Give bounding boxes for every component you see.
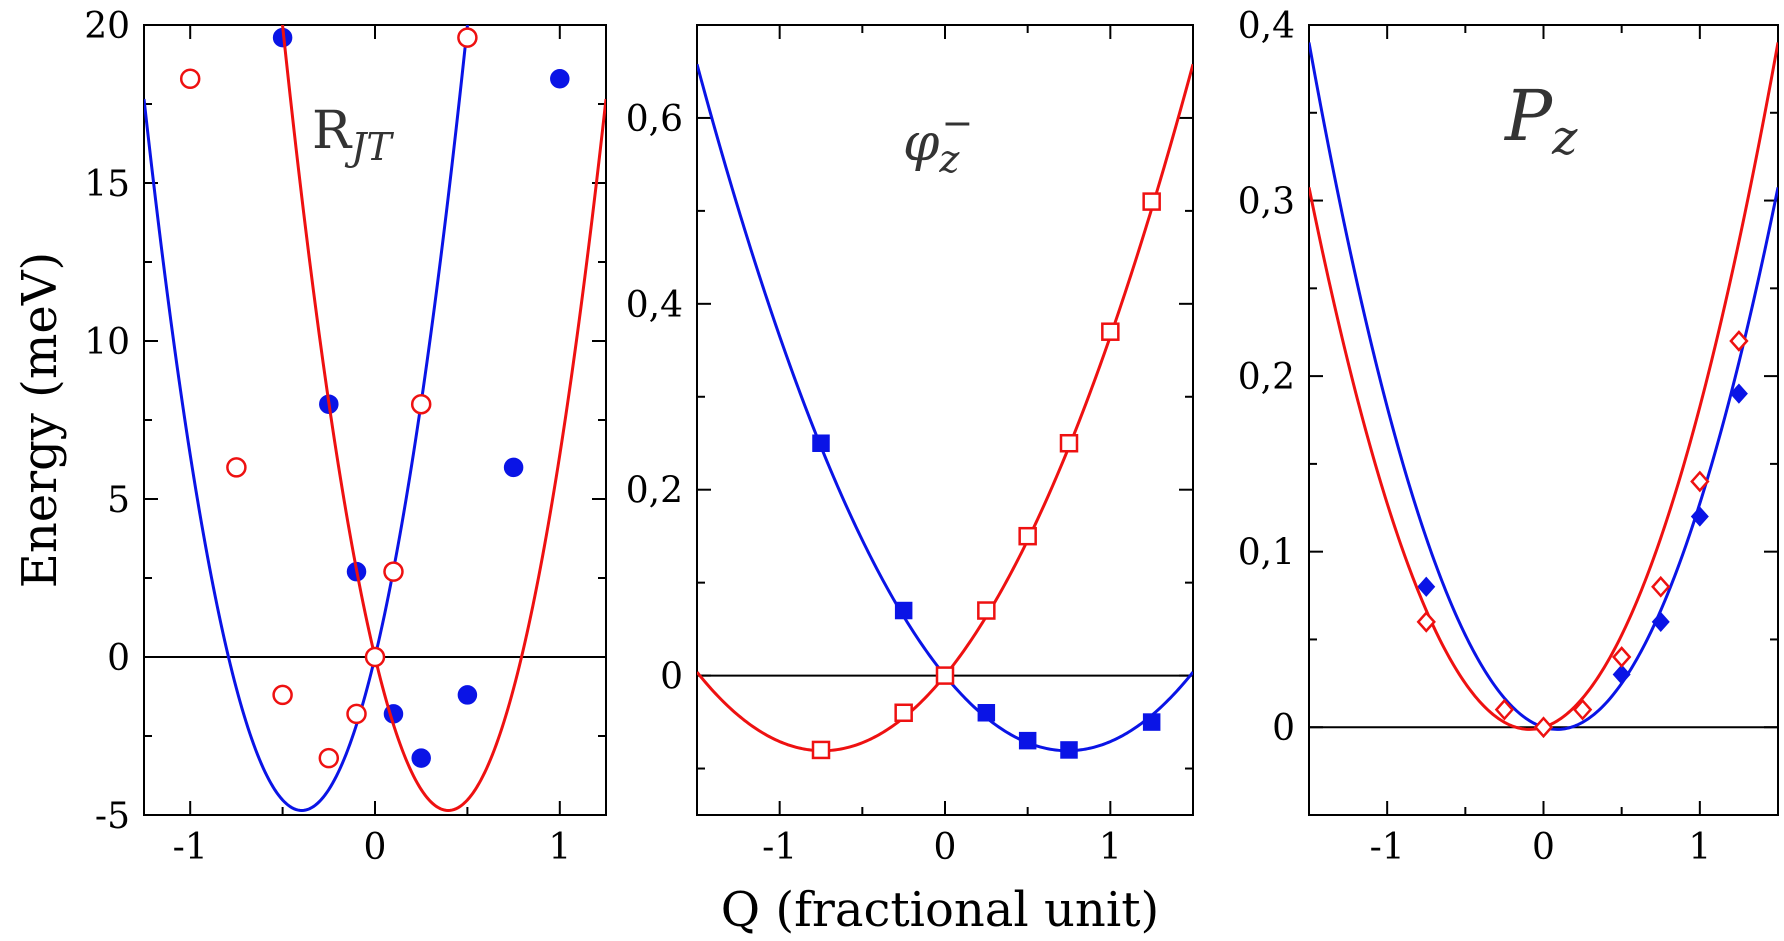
y-tick-label: 0 bbox=[1272, 708, 1295, 749]
red-circle-point bbox=[226, 457, 247, 478]
x-axis-title: Q (fractional unit) bbox=[721, 882, 1159, 938]
red-square-point bbox=[811, 740, 831, 760]
blue-fit-curve bbox=[144, 25, 469, 812]
panel-rjt-title: RJT bbox=[312, 101, 394, 169]
red-diamond-point bbox=[1533, 716, 1554, 739]
red-circle-point bbox=[364, 646, 386, 668]
blue-square-point bbox=[1142, 713, 1161, 731]
red-circle-point bbox=[457, 27, 478, 48]
panel-phiz: φz− -1 0 1 0 0,2 0,4 0,6 bbox=[626, 24, 1194, 868]
y-tick-label: 5 bbox=[107, 480, 130, 521]
y-tick-label: 0 bbox=[107, 638, 130, 679]
red-diamond-point bbox=[1651, 575, 1671, 598]
red-square-point bbox=[1142, 192, 1161, 211]
x-tick-label: 0 bbox=[934, 827, 957, 868]
y-tick-label: 0,3 bbox=[1238, 182, 1295, 223]
red-diamond-point bbox=[1690, 470, 1710, 493]
x-tick-label: 1 bbox=[1099, 827, 1122, 868]
x-tick-label: 1 bbox=[1688, 827, 1711, 868]
x-tick-label: -1 bbox=[173, 827, 208, 868]
y-tick-label: 0,4 bbox=[626, 285, 683, 326]
panel-pz: Pz -1 0 1 0 0,1 0,2 0,3 0,4 bbox=[1238, 6, 1779, 868]
x-tick-label: -1 bbox=[1370, 827, 1405, 868]
blue-square-point bbox=[1060, 741, 1078, 759]
red-square-point bbox=[935, 666, 955, 685]
blue-diamond-point bbox=[1612, 664, 1631, 685]
red-circle-point bbox=[410, 393, 432, 415]
blue-circle-point bbox=[457, 685, 478, 705]
y-tick-label: 0,2 bbox=[626, 471, 683, 512]
y-axis-title: Energy (meV) bbox=[12, 252, 68, 588]
blue-square-point bbox=[977, 704, 996, 722]
blue-circle-point bbox=[550, 68, 570, 89]
blue-diamond-point bbox=[1690, 506, 1709, 527]
red-square-point bbox=[1101, 322, 1120, 341]
red-circle-point bbox=[318, 747, 340, 769]
red-circle-point bbox=[272, 684, 293, 706]
red-diamond-point bbox=[1729, 330, 1749, 352]
panel-rjt: RJT -1 0 1 -5 0 5 10 15 20 bbox=[84, 6, 607, 868]
blue-diamond-point bbox=[1651, 611, 1670, 633]
y-tick-label: 0 bbox=[660, 657, 683, 698]
red-diamond-point bbox=[1416, 611, 1436, 633]
y-tick-label: 0,4 bbox=[1238, 6, 1295, 47]
blue-circle-point bbox=[503, 457, 524, 478]
red-fit-curve bbox=[281, 25, 606, 812]
panel-pz-title: Pz bbox=[1503, 75, 1578, 166]
y-tick-label: 0,2 bbox=[1238, 357, 1295, 398]
x-tick-label: 0 bbox=[364, 827, 387, 868]
y-tick-label: -5 bbox=[95, 796, 130, 837]
y-tick-label: 0,6 bbox=[626, 99, 683, 140]
blue-square-point bbox=[1018, 731, 1037, 750]
red-circle-point bbox=[383, 561, 404, 582]
y-tick-label: 20 bbox=[84, 6, 130, 47]
red-circle-point bbox=[346, 703, 367, 725]
red-diamond-point bbox=[1494, 698, 1515, 721]
red-circle-point bbox=[179, 68, 201, 89]
red-square-point bbox=[1059, 433, 1079, 453]
panel-phiz-title: φz− bbox=[903, 101, 973, 181]
blue-diamond-point bbox=[1729, 383, 1748, 404]
y-tick-label: 10 bbox=[84, 322, 130, 363]
red-square-point bbox=[1018, 526, 1037, 546]
red-diamond-point bbox=[1572, 698, 1593, 721]
x-tick-label: 1 bbox=[548, 827, 571, 868]
blue-circle-point bbox=[411, 748, 431, 768]
red-diamond-point bbox=[1611, 646, 1632, 668]
x-tick-label: 0 bbox=[1532, 827, 1555, 868]
blue-square-point bbox=[894, 601, 913, 620]
x-tick-label: -1 bbox=[762, 827, 797, 868]
red-square-point bbox=[894, 703, 913, 723]
red-square-point bbox=[977, 601, 996, 620]
y-tick-label: 0,1 bbox=[1238, 533, 1295, 574]
y-tick-label: 15 bbox=[84, 164, 130, 205]
blue-square-point bbox=[812, 434, 830, 452]
blue-diamond-point bbox=[1417, 576, 1436, 597]
